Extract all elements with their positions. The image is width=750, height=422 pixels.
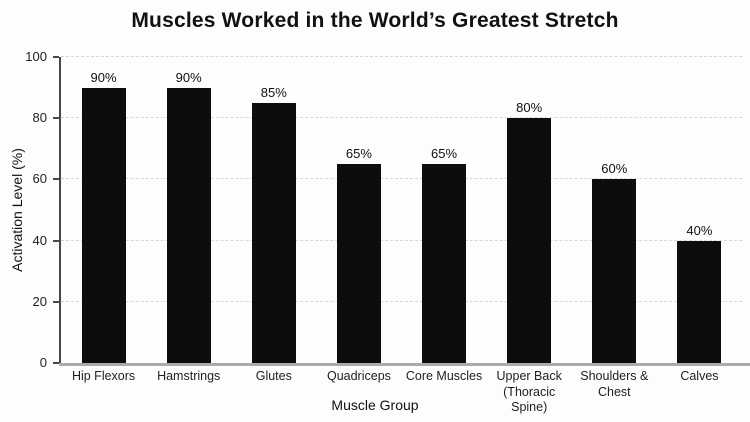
bar-upper-back [507,118,552,363]
gridline-100 [61,56,742,57]
y-tick-mark-40 [53,239,59,242]
x-tick-label-quadriceps: Quadriceps [326,369,391,383]
x-tick-label-upper-back: Upper Back (Thoracic Spine) [496,369,562,415]
bar-calves [677,240,722,363]
bar-group-hamstrings: 90% [146,57,231,363]
bar-value-label-upper-back: 80% [516,100,543,116]
bar-group-shoulders: 60% [572,57,657,363]
y-tick-label-0: 0 [39,355,47,370]
bar-shoulders [592,179,637,363]
bar-hip-flexors [81,87,126,363]
x-tick-label-glutes: Glutes [255,369,292,383]
bars-layer: 90% 90% 85% 65% 65% 80% 60% 40% [61,57,742,363]
bar-value-label-quadriceps: 65% [345,146,372,162]
x-tick-label-hamstrings: Hamstrings [157,369,221,383]
gridline-60 [61,178,742,180]
bar-value-label-core-muscles: 65% [431,146,458,162]
bar-value-label-calves: 40% [686,222,713,238]
plot-area: 90% 90% 85% 65% 65% 80% 60% 40% [61,56,742,363]
y-axis-title: Activation Level (%) [9,148,25,272]
bar-value-label-hip-flexors: 90% [90,69,117,85]
x-tick-label-core-muscles: Core Muscles [405,369,483,383]
bar-core-muscles [422,164,467,363]
y-tick-mark-20 [53,300,59,303]
gridline-80 [61,117,742,119]
gridline-40 [61,239,742,241]
y-axis-ticks: 0 20 40 60 80 100 [0,49,59,370]
y-tick-mark-100 [53,56,59,58]
x-tick-label-shoulders: Shoulders & Chest [580,369,649,399]
y-tick-label-40: 40 [32,232,47,248]
x-tick-label-calves: Calves [680,369,719,383]
y-tick-label-100: 100 [25,49,47,64]
y-tick-mark-80 [53,117,59,120]
bar-value-label-hamstrings: 90% [175,69,202,85]
x-axis-spine [59,363,750,366]
bar-value-label-glutes: 85% [260,84,287,100]
x-axis-title: Muscle Group [331,397,419,413]
y-axis-spine [59,57,61,366]
bar-group-core-muscles: 65% [402,57,487,363]
chart-title: Muscles Worked in the World’s Greatest S… [131,9,619,32]
bar-group-glutes: 85% [231,57,316,363]
bar-group-hip-flexors: 90% [61,57,146,363]
bar-quadriceps [336,164,381,363]
y-tick-label-20: 20 [32,293,47,309]
bar-group-calves: 40% [657,57,742,363]
bar-group-upper-back: 80% [487,57,572,363]
gridline-20 [61,300,742,302]
bar-hamstrings [166,87,211,363]
y-tick-label-80: 80 [32,110,47,126]
x-axis-ticks: Hip Flexors Hamstrings Glutes Quadriceps Cor… [61,369,742,416]
y-tick-label-60: 60 [32,171,47,187]
x-tick-label-hip-flexors: Hip Flexors [71,369,136,383]
bar-value-label-shoulders: 60% [601,161,628,177]
bar-group-quadriceps: 65% [316,57,401,363]
y-tick-mark-60 [53,178,59,181]
y-tick-mark-0 [53,362,59,364]
bar-glutes [251,102,296,363]
